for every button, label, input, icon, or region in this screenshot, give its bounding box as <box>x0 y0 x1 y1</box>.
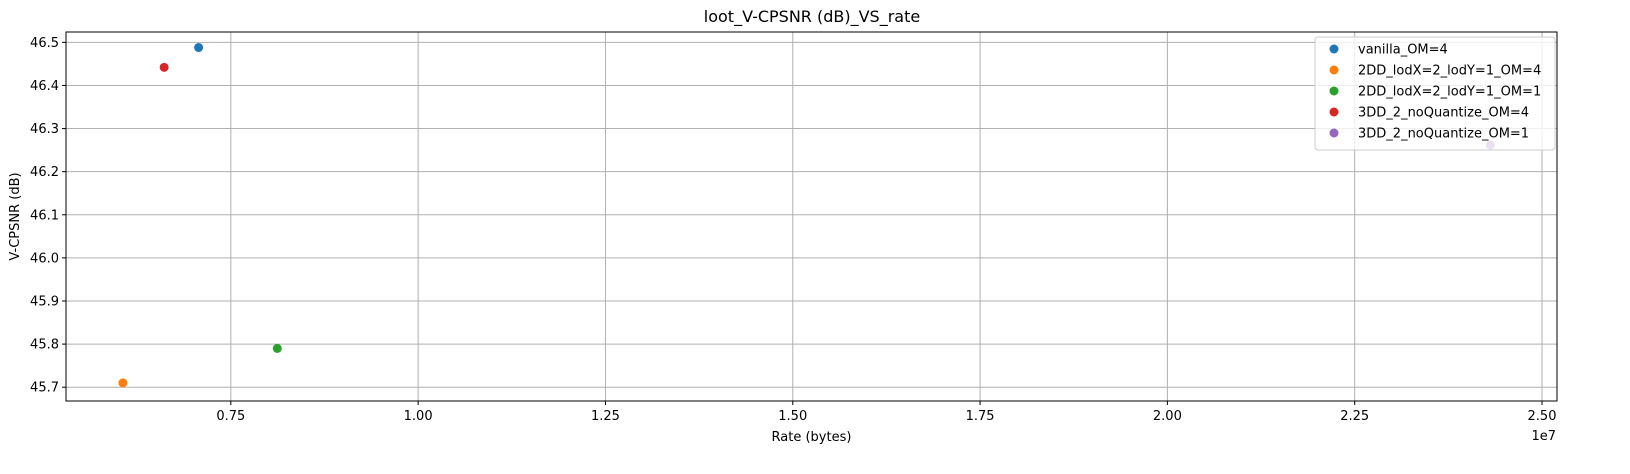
x-axis-offset-label: 1e7 <box>1531 429 1556 444</box>
legend-box <box>1314 36 1556 151</box>
data-point <box>194 43 204 53</box>
y-tick-label: 46.5 <box>30 36 59 51</box>
data-point <box>118 378 128 388</box>
x-tick-label: 1.75 <box>966 409 995 424</box>
plot-frame <box>65 31 1558 402</box>
y-axis-label: V-CPSNR (dB) <box>8 172 23 260</box>
x-tick-label: 1.00 <box>404 409 433 424</box>
chart-title: loot_V-CPSNR (dB)_VS_rate <box>704 7 920 27</box>
legend-marker <box>1329 107 1339 117</box>
legend-label: 3DD_2_noQuantize_OM=4 <box>1358 106 1529 121</box>
grid-lines <box>66 32 1557 401</box>
legend-label: 3DD_2_noQuantize_OM=1 <box>1358 127 1529 142</box>
legend-marker <box>1329 128 1339 138</box>
data-point <box>159 62 169 72</box>
data-point <box>272 343 282 353</box>
x-tick-label: 2.50 <box>1528 409 1557 424</box>
legend-marker <box>1329 65 1339 75</box>
y-tick-label: 46.4 <box>30 79 59 94</box>
axis-ticks: 0.75 1.00 1.25 1.50 1.75 2.00 2.25 2.50 45.7 45.8… <box>30 36 1556 424</box>
x-tick-label: 0.75 <box>216 409 245 424</box>
x-tick-label: 2.25 <box>1340 409 1369 424</box>
legend-marker <box>1329 86 1339 96</box>
y-tick-label: 45.7 <box>30 381 59 396</box>
y-tick-label: 45.9 <box>30 294 59 309</box>
y-tick-label: 46.3 <box>30 122 59 137</box>
legend: vanilla_OM=4 2DD_lodX=2_lodY=1_OM=4 2DD_lo… <box>1314 36 1556 151</box>
legend-marker <box>1329 44 1339 54</box>
x-tick-label: 2.00 <box>1153 409 1182 424</box>
y-tick-label: 46.2 <box>30 165 59 180</box>
x-tick-label: 1.25 <box>591 409 620 424</box>
y-tick-label: 45.8 <box>30 338 59 353</box>
y-tick-label: 46.1 <box>30 208 59 223</box>
x-axis-label: Rate (bytes) <box>772 430 852 445</box>
legend-label: vanilla_OM=4 <box>1358 43 1448 58</box>
legend-label: 2DD_lodX=2_lodY=1_OM=1 <box>1358 85 1541 100</box>
legend-label: 2DD_lodX=2_lodY=1_OM=4 <box>1358 64 1541 79</box>
y-tick-label: 46.0 <box>30 251 59 266</box>
x-tick-label: 1.50 <box>778 409 807 424</box>
